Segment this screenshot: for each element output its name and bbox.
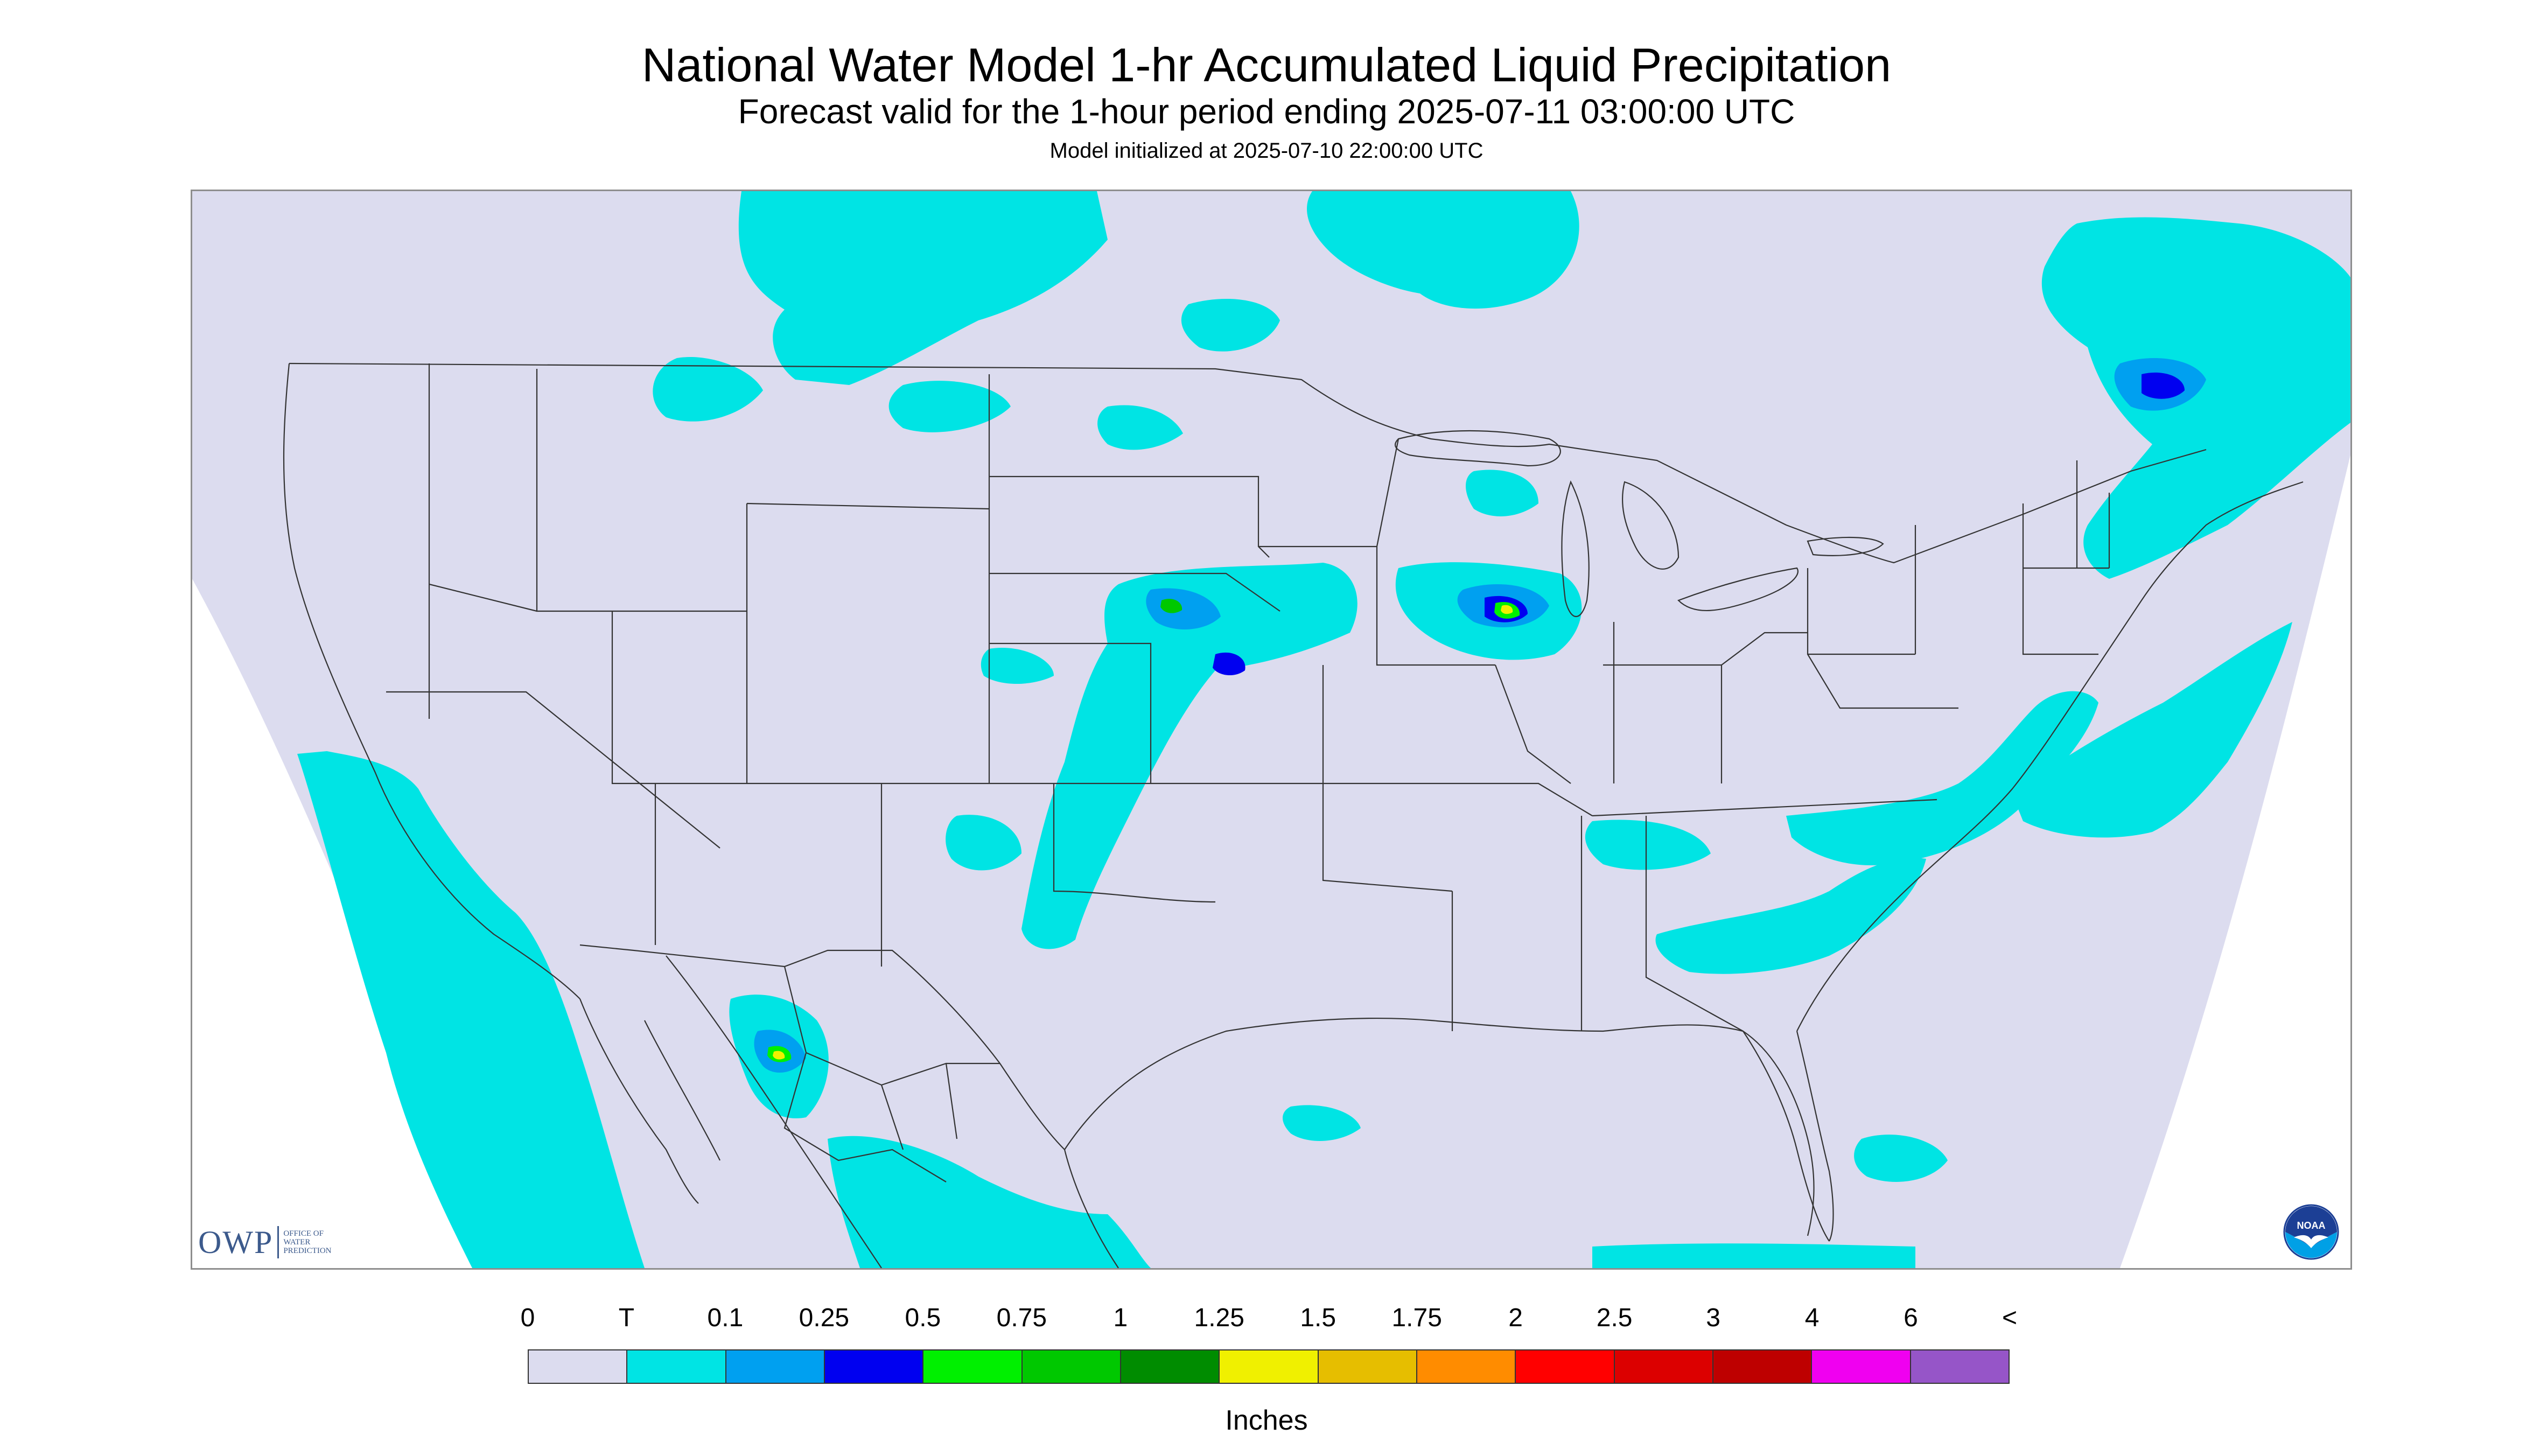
precip-bottom-strip <box>1592 1243 1915 1268</box>
owp-logo: OWP OFFICE OF WATER PREDICTION <box>198 1223 332 1261</box>
precip-plains-core <box>1146 588 1221 629</box>
legend-swatch <box>627 1350 726 1383</box>
lake-ontario <box>1807 536 1884 556</box>
precip-canada-sask <box>653 357 763 422</box>
noaa-logo-text: NOAA <box>2297 1220 2326 1231</box>
precip-iowa-125 <box>1501 605 1513 614</box>
precip-montana <box>888 381 1011 432</box>
precip-ne-025 <box>2142 372 2185 399</box>
precip-colorado <box>981 648 1054 684</box>
precip-mississippi <box>1585 820 1711 870</box>
map-title: National Water Model 1-hr Accumulated Li… <box>641 38 1892 92</box>
owp-logo-subtext: OFFICE OF WATER PREDICTION <box>283 1229 332 1255</box>
precip-mexico-125 <box>773 1051 785 1060</box>
legend-swatch <box>1911 1350 2009 1383</box>
legend-label: 0.25 <box>799 1304 850 1332</box>
legend-swatch <box>824 1350 924 1383</box>
legend-swatch <box>1812 1350 1911 1383</box>
precip-carolinas <box>1786 691 2098 865</box>
us-mexico-border <box>579 944 1065 1150</box>
east-coast <box>1796 481 2304 1032</box>
legend-swatch <box>1417 1350 1516 1383</box>
legend-label: 2.5 <box>1596 1304 1633 1332</box>
legend-label: 0 <box>520 1304 535 1332</box>
legend-swatch <box>529 1350 628 1383</box>
lake-huron <box>1621 481 1680 570</box>
legend-units: Inches <box>1225 1405 1308 1436</box>
precip-canada-central <box>1307 191 1579 309</box>
west-coast <box>283 363 580 999</box>
precip-new-england <box>2166 465 2249 513</box>
mexico-west-coast <box>666 955 882 1268</box>
precip-1-25-areas <box>773 605 1513 1060</box>
mexico-gulf-coast <box>1063 1149 1119 1268</box>
legend-label: T <box>618 1304 635 1332</box>
state-lines <box>386 363 2110 1032</box>
legend-swatch <box>1022 1350 1121 1383</box>
legend-label: 1 <box>1113 1304 1128 1332</box>
legend-swatch <box>1516 1350 1615 1383</box>
precip-plains-075 <box>1160 599 1182 613</box>
legend-swatch <box>923 1350 1023 1383</box>
noaa-logo: NOAA <box>2283 1204 2339 1260</box>
legend-label: 1.5 <box>1300 1304 1337 1332</box>
model-init-time: Model initialized at 2025-07-10 22:00:00… <box>1049 139 1484 163</box>
lake-superior <box>1394 430 1561 467</box>
lake-michigan <box>1561 480 1590 617</box>
legend-label: 6 <box>1904 1304 1918 1332</box>
legend-label: 1.75 <box>1391 1304 1442 1332</box>
owp-logo-divider <box>277 1226 279 1258</box>
legend-swatch <box>1713 1350 1813 1383</box>
precip-gulf <box>1283 1105 1361 1141</box>
precip-canada-manitoba <box>1181 299 1280 352</box>
legend-swatch <box>1318 1350 1417 1383</box>
mexico-state-lines <box>783 966 1000 1182</box>
precip-plains-north <box>1097 405 1183 450</box>
legend-swatch <box>1614 1350 1713 1383</box>
legend-label: 0.1 <box>707 1304 744 1332</box>
precip-wisconsin <box>1466 470 1538 516</box>
map-subtitle: Forecast valid for the 1-hour period end… <box>738 92 1795 131</box>
map-svg <box>192 191 2350 1268</box>
legend-label: 0.5 <box>905 1304 941 1332</box>
legend-label: 3 <box>1706 1304 1720 1332</box>
precip-0-75-areas <box>1160 599 1182 613</box>
legend-swatch <box>1121 1350 1220 1383</box>
precipitation-map <box>191 190 2352 1270</box>
legend-label: 4 <box>1804 1304 1820 1332</box>
legend-label: 1.25 <box>1194 1304 1244 1332</box>
legend-swatch <box>1220 1350 1319 1383</box>
lake-erie <box>1677 567 1799 612</box>
precip-pacific-band <box>297 751 645 1268</box>
owp-logo-text: OWP <box>198 1224 274 1260</box>
legend-labels: 0 T 0.1 0.25 0.5 0.75 1 1.25 1.5 1.75 2 2.5 3 4 6 < <box>0 1303 2533 1341</box>
florida-coast <box>1743 1031 1834 1242</box>
precip-plains-025 <box>1213 652 1245 676</box>
baja-coast <box>579 998 720 1204</box>
precip-plains-band <box>1021 563 1358 949</box>
gulf-coast <box>1064 1017 1815 1236</box>
precip-atlantic <box>2012 622 2292 838</box>
legend-label: < <box>2002 1304 2018 1332</box>
precip-oklahoma-west <box>946 815 1021 871</box>
map-boundaries <box>283 362 2304 1268</box>
legend-label: 0.75 <box>996 1304 1047 1332</box>
us-canada-border <box>289 362 2207 564</box>
precip-yucatan <box>1854 1135 1948 1182</box>
legend-swatch <box>726 1350 825 1383</box>
precip-trace-areas <box>297 191 2350 1268</box>
precip-georgia <box>1655 858 1926 974</box>
precip-mexico-south <box>828 1136 1151 1268</box>
precip-northeast <box>2041 217 2350 579</box>
legend-label: 2 <box>1508 1304 1523 1332</box>
legend-colorbar <box>528 1349 2010 1384</box>
precip-canada-west <box>738 191 1108 385</box>
